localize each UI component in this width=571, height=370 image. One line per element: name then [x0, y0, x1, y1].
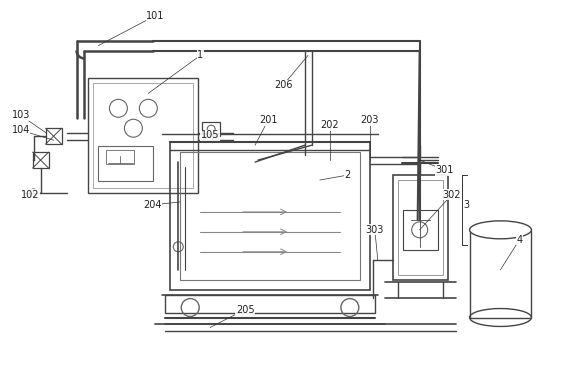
Bar — [165, 295, 375, 313]
Text: 303: 303 — [365, 225, 384, 235]
Bar — [398, 180, 443, 275]
Text: 1: 1 — [197, 50, 203, 60]
Bar — [403, 210, 437, 250]
Text: 302: 302 — [443, 190, 461, 200]
Text: 103: 103 — [11, 110, 30, 120]
Text: 205: 205 — [236, 305, 255, 314]
Text: 4: 4 — [516, 235, 522, 245]
Bar — [89, 78, 198, 193]
Text: 202: 202 — [320, 120, 339, 130]
Bar — [170, 142, 370, 290]
Bar — [202, 122, 220, 136]
Bar — [46, 128, 62, 144]
Text: 203: 203 — [360, 115, 379, 125]
Ellipse shape — [469, 221, 532, 239]
Text: 102: 102 — [21, 190, 40, 200]
Text: 3: 3 — [464, 200, 469, 210]
Bar — [469, 230, 532, 317]
Text: 101: 101 — [146, 11, 164, 21]
Bar — [98, 146, 154, 181]
Text: 201: 201 — [259, 115, 278, 125]
Bar — [180, 152, 360, 280]
Bar — [33, 152, 49, 168]
Bar — [393, 175, 448, 280]
Text: 204: 204 — [143, 200, 162, 210]
Bar — [106, 150, 134, 164]
Bar — [94, 83, 193, 188]
Text: 301: 301 — [436, 165, 454, 175]
Text: 105: 105 — [201, 130, 219, 140]
Text: 104: 104 — [11, 125, 30, 135]
Text: 206: 206 — [274, 80, 292, 90]
Text: 2: 2 — [345, 170, 351, 180]
